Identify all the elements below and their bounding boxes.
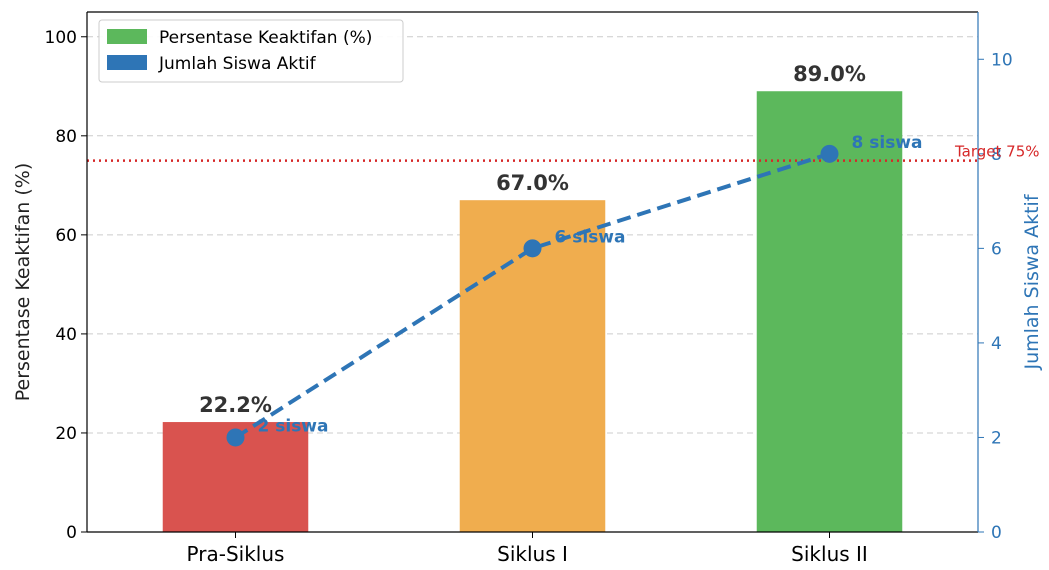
y2-tick-label: 4 (991, 334, 1002, 354)
x-tick-label: Siklus II (791, 542, 868, 565)
labels: 22.2% 67.0% 89.0% 2 siswa 6 siswa 8 siswa Targ… (199, 62, 1039, 436)
line-path (234, 151, 831, 440)
y-tick-label: 60 (55, 226, 77, 246)
y2-tick-label: 0 (991, 523, 1002, 543)
y-axis-title: Persentase Keaktifan (%) (12, 163, 34, 402)
y2-tick-label: 10 (991, 50, 1013, 70)
target-label: Target 75% (954, 143, 1040, 161)
line-value-label: 6 siswa (555, 227, 626, 247)
bars (162, 91, 903, 532)
y-tick-label: 0 (66, 523, 77, 543)
y2-tick-label: 2 (991, 428, 1002, 448)
legend-box (98, 19, 404, 83)
x-tick-label: Pra-Siklus (187, 542, 285, 565)
y-tick-label: 20 (55, 424, 77, 444)
legend-swatch-2 (107, 55, 147, 70)
legend: Persentase Keaktifan (%) Jumlah Siswa Akt… (98, 19, 404, 83)
line-marker-3 (820, 144, 839, 163)
bar-value-label: 22.2% (199, 393, 272, 417)
y-tick-label: 40 (55, 325, 77, 345)
line-value-label: 2 siswa (258, 416, 329, 436)
line-marker-2 (523, 239, 542, 258)
y-tick-label: 100 (45, 28, 77, 48)
bar-3 (756, 91, 903, 532)
legend-label-2: Jumlah Siswa Aktif (158, 54, 317, 74)
bar-value-label: 89.0% (793, 62, 866, 86)
legend-label-1: Persentase Keaktifan (%) (159, 28, 372, 48)
line-value-label: 8 siswa (852, 133, 923, 153)
line-marker-1 (226, 428, 245, 447)
y2-axis-title: Jumlah Siswa Aktif (1021, 193, 1043, 370)
bar-value-label: 67.0% (496, 171, 569, 195)
y-tick-label: 80 (55, 127, 77, 147)
axes: 0 20 40 60 80 100 0 2 4 6 8 10 Pra-Siklus Siklus I Sik… (12, 11, 1043, 566)
legend-swatch-1 (107, 29, 147, 44)
x-tick-label: Siklus I (497, 542, 568, 565)
y2-tick-label: 6 (991, 239, 1002, 259)
y2-tick-label: 8 (991, 145, 1002, 165)
line-series (226, 144, 839, 447)
